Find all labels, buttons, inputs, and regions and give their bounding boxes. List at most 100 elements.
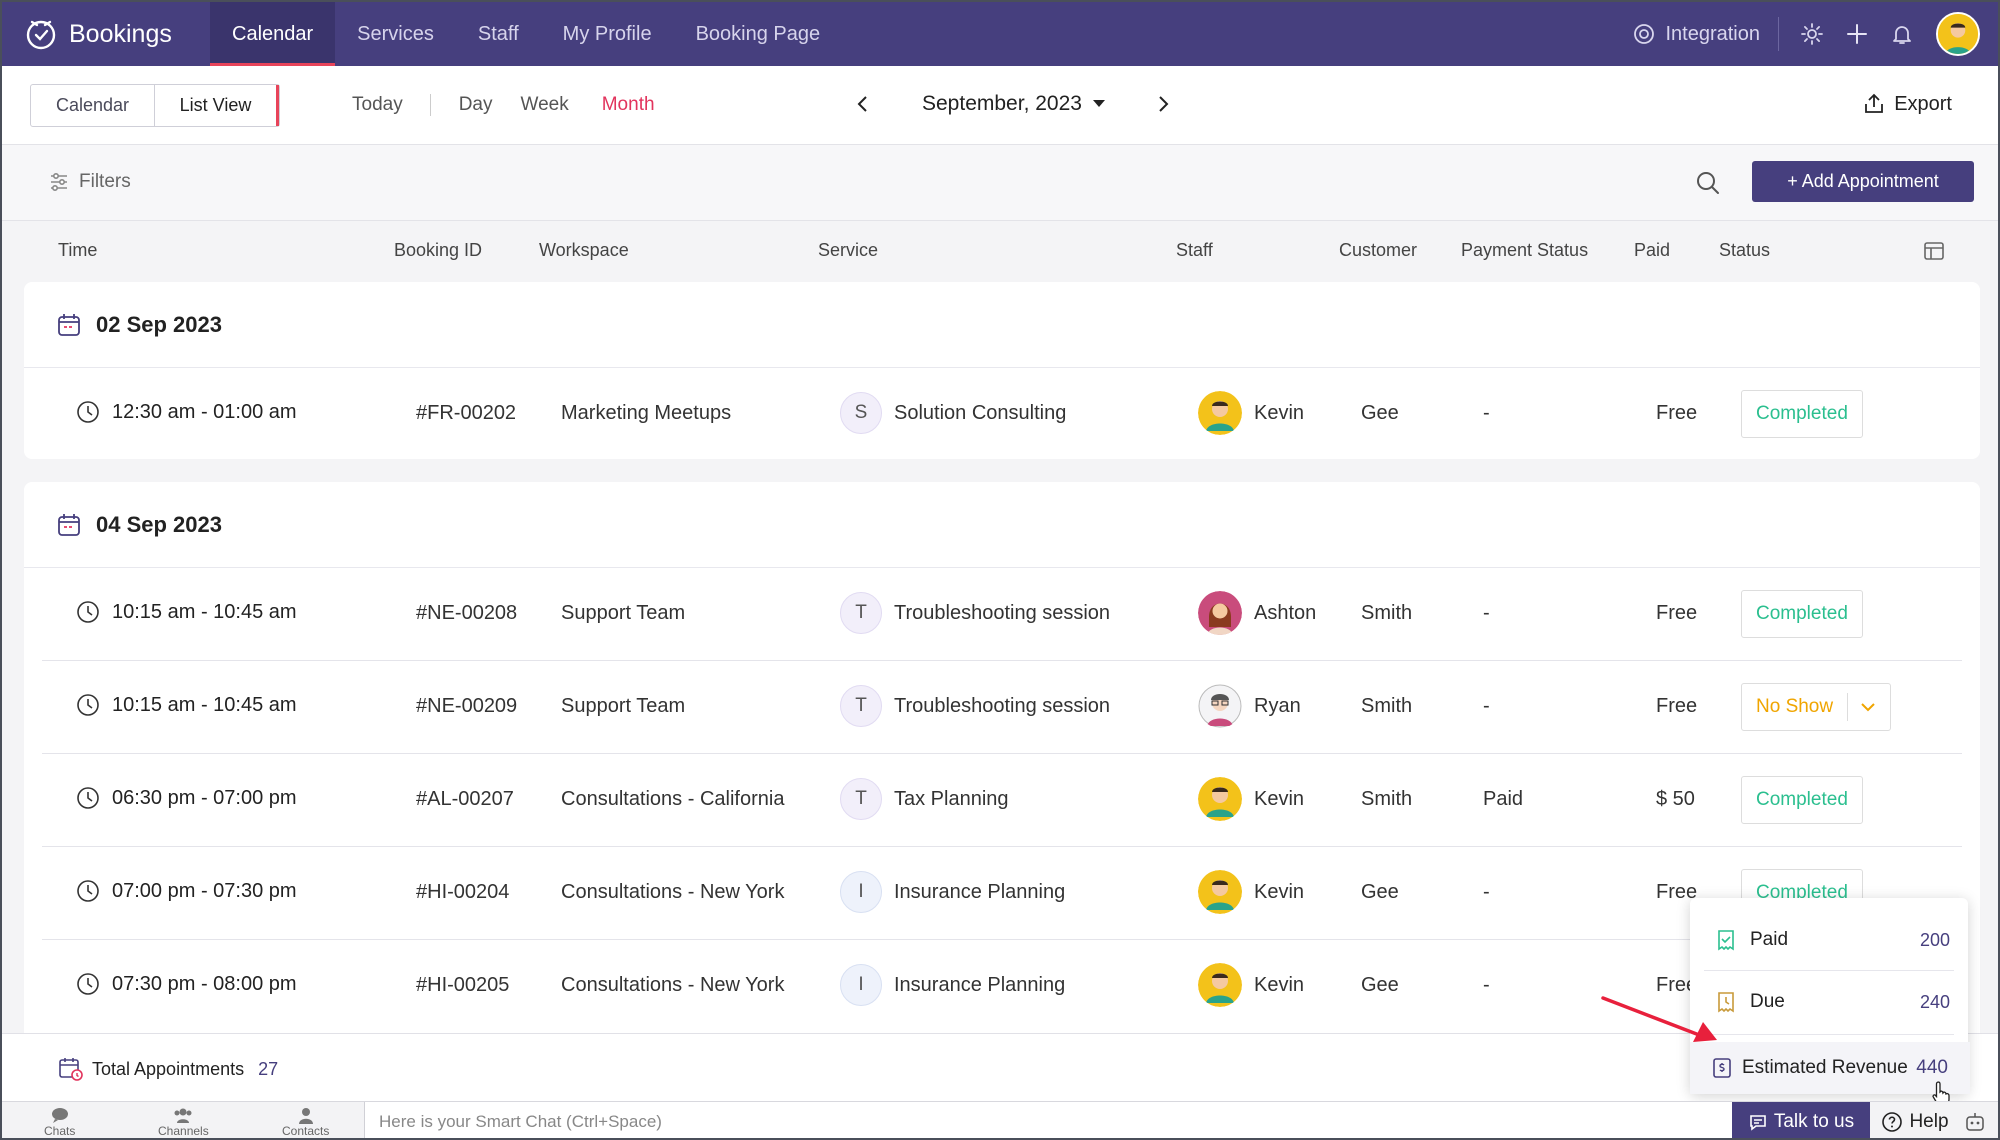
chevron-right-icon [1159, 96, 1169, 112]
today-button[interactable]: Today [352, 94, 403, 115]
tab-staff[interactable]: Staff [477, 22, 519, 45]
chat-bubble-icon [51, 1108, 68, 1123]
estimated-revenue-button[interactable]: Estimated Revenue 440 [1690, 1042, 1970, 1094]
caret-down-icon[interactable] [1092, 99, 1106, 109]
table-row[interactable]: 10:15 am - 10:45 am #NE-00209 Support Te… [42, 661, 1962, 754]
channels-button[interactable]: Channels [158, 1106, 209, 1138]
column-settings-icon[interactable] [1922, 239, 1946, 263]
staff-name: Kevin [1254, 880, 1305, 903]
brand[interactable]: Bookings [2, 2, 210, 66]
integration-link[interactable]: Integration [1633, 17, 1779, 51]
bell-icon[interactable] [1890, 22, 1914, 46]
due-label: Due [1750, 991, 1785, 1012]
calendar-icon [58, 513, 80, 536]
week-button[interactable]: Week [520, 94, 569, 115]
plus-icon[interactable] [1845, 22, 1869, 46]
booking-id[interactable]: #NE-00208 [416, 602, 518, 624]
table-row[interactable]: 12:30 am - 01:00 am #FR-00202 Marketing … [42, 368, 1962, 461]
col-paid[interactable]: Paid [1634, 240, 1671, 260]
status-dropdown[interactable]: No Show [1741, 683, 1892, 731]
col-time[interactable]: Time [58, 240, 98, 260]
gear-icon[interactable] [1800, 22, 1824, 46]
export-button[interactable]: Export [1862, 92, 1952, 116]
col-service[interactable]: Service [818, 240, 879, 260]
user-avatar[interactable] [1936, 12, 1980, 56]
table-row[interactable]: 07:00 pm - 07:30 pm #HI-00204 Consultati… [42, 847, 1962, 940]
export-label: Export [1894, 92, 1952, 115]
group-header: 02 Sep 2023 [24, 282, 1980, 368]
prev-month-button[interactable] [852, 93, 874, 115]
tab-my-profile[interactable]: My Profile [562, 22, 652, 45]
estimated-value: 440 [1916, 1057, 1948, 1078]
col-customer[interactable]: Customer [1339, 240, 1418, 260]
help-button[interactable]: Help [1874, 1102, 1956, 1138]
service-name: Troubleshooting session [894, 694, 1111, 717]
staff-name: Kevin [1254, 973, 1305, 996]
status-badge[interactable]: Completed [1741, 590, 1863, 638]
payment-status: - [1483, 602, 1490, 624]
day-button[interactable]: Day [458, 94, 493, 115]
list-view-button[interactable]: List View [155, 85, 279, 126]
calendar-clock-icon [59, 1058, 83, 1081]
search-icon[interactable] [1694, 169, 1722, 197]
status-badge[interactable]: Completed [1741, 776, 1863, 824]
filter-bar: Filters + Add Appointment [2, 145, 1998, 221]
payment-status: - [1483, 881, 1490, 903]
clock-icon [77, 401, 99, 423]
status-badge[interactable]: Completed [1741, 390, 1863, 438]
month-navigator: September, 2023 [852, 92, 1174, 116]
col-staff[interactable]: Staff [1176, 240, 1213, 260]
hand-cursor-icon [1932, 1081, 1950, 1106]
service-initial: S [840, 392, 882, 434]
smart-chat-input[interactable]: Here is your Smart Chat (Ctrl+Space) [364, 1102, 1734, 1138]
col-status[interactable]: Status [1719, 240, 1771, 260]
service-name: Tax Planning [894, 787, 1009, 810]
tab-services[interactable]: Services [357, 22, 434, 45]
service-name: Troubleshooting session [894, 601, 1111, 624]
contacts-button[interactable]: Contacts [282, 1106, 329, 1138]
booking-id[interactable]: #AL-00207 [416, 788, 514, 810]
filters-button[interactable]: Filters [48, 171, 131, 193]
staff: Ryan [1198, 684, 1301, 728]
chats-label: Chats [44, 1124, 76, 1138]
revenue-icon [1713, 1058, 1731, 1078]
workspace: Marketing Meetups [561, 402, 732, 424]
calendar-view-button[interactable]: Calendar [31, 85, 155, 126]
month-button[interactable]: Month [601, 94, 655, 115]
tab-calendar[interactable]: Calendar [210, 2, 336, 66]
tab-booking-page[interactable]: Booking Page [695, 22, 821, 45]
filters-label: Filters [79, 171, 131, 192]
col-booking-id[interactable]: Booking ID [394, 240, 483, 260]
table-row[interactable]: 06:30 pm - 07:00 pm #AL-00207 Consultati… [42, 754, 1962, 847]
staff-avatar [1198, 591, 1242, 635]
add-appointment-button[interactable]: + Add Appointment [1752, 161, 1974, 202]
booking-id[interactable]: #FR-00202 [416, 402, 517, 424]
col-workspace[interactable]: Workspace [539, 240, 629, 260]
booking-id[interactable]: #NE-00209 [416, 695, 518, 717]
service: S Solution Consulting [840, 392, 1066, 434]
staff-name: Kevin [1254, 787, 1305, 810]
talk-to-us-button[interactable]: Talk to us [1732, 1102, 1870, 1138]
staff-name: Kevin [1254, 401, 1305, 424]
col-payment-status[interactable]: Payment Status [1461, 240, 1589, 260]
paid-receipt-icon [1718, 930, 1734, 951]
customer: Smith [1361, 788, 1413, 810]
paid-amount: Free [1656, 402, 1698, 424]
calendar-icon [58, 313, 80, 336]
clock-icon [77, 601, 99, 623]
booking-id[interactable]: #HI-00204 [416, 881, 510, 903]
table-row[interactable]: 07:30 pm - 08:00 pm #HI-00205 Consultati… [42, 940, 1962, 1033]
service-initial: I [840, 871, 882, 913]
current-month-label[interactable]: September, 2023 [922, 92, 1082, 115]
table-row[interactable]: 10:15 am - 10:45 am #NE-00208 Support Te… [42, 568, 1962, 661]
status-toggle[interactable] [1847, 693, 1876, 721]
clock-icon [77, 694, 99, 716]
chats-button[interactable]: Chats [44, 1106, 75, 1138]
bot-icon[interactable] [1964, 1111, 1986, 1133]
staff-avatar [1198, 391, 1242, 435]
next-month-button[interactable] [1152, 93, 1174, 115]
booking-id[interactable]: #HI-00205 [416, 974, 510, 996]
chevron-down-icon [1861, 703, 1875, 712]
paid-value: 200 [1919, 929, 1950, 950]
